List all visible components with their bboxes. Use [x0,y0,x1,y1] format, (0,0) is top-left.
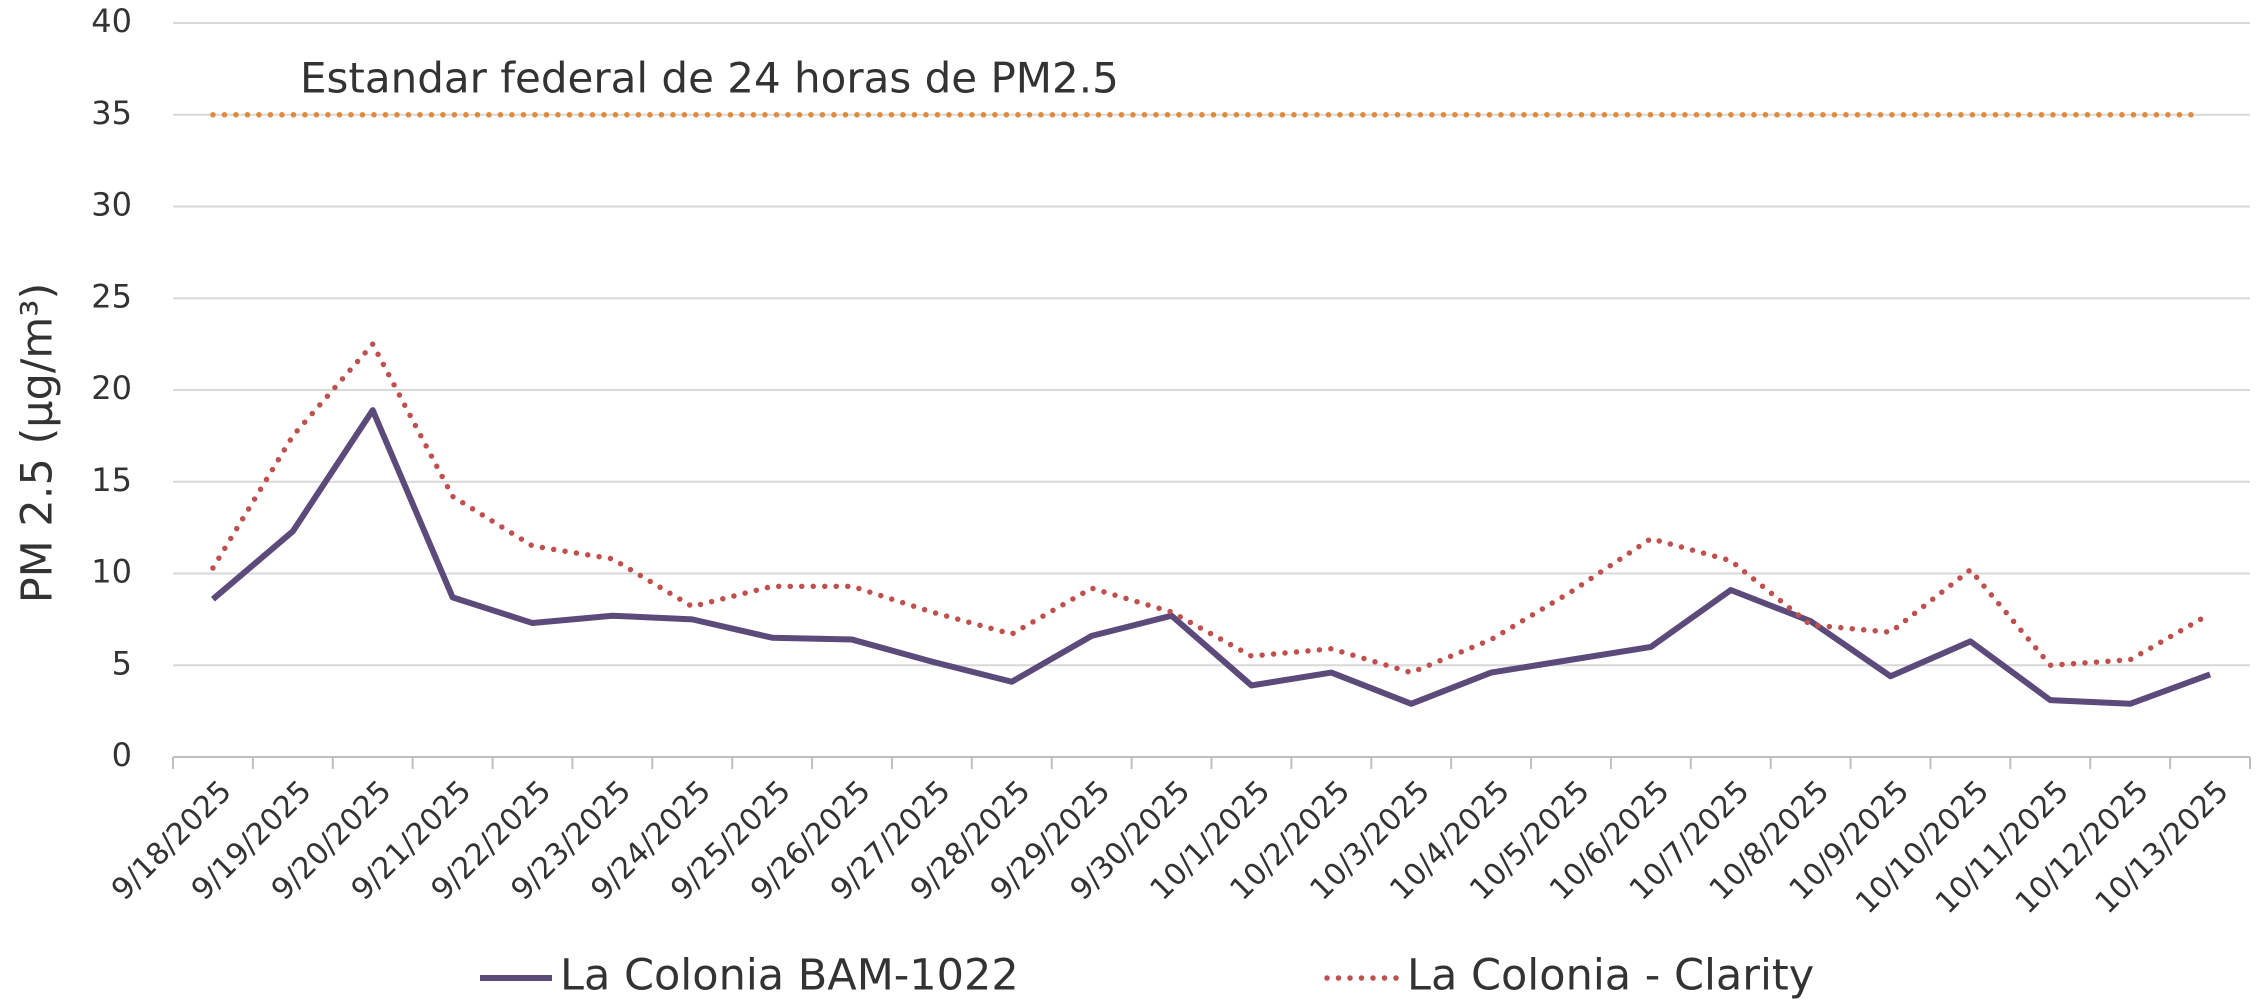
series-line [210,339,2213,676]
legend-label: La Colonia - Clarity [1407,951,1814,1001]
y-tick-label: 40 [91,2,132,40]
legend-label: La Colonia BAM-1022 [560,951,1019,1001]
y-tick-label: 10 [91,553,132,591]
y-tick-label: 30 [91,186,132,224]
y-tick-label: 5 [112,644,132,682]
y-tick-label: 20 [91,369,132,407]
y-tick-label: 0 [112,736,132,774]
reference-label: Estandar federal de 24 horas de PM2.5 [300,53,1119,102]
series-line [210,407,2212,707]
y-tick-label: 15 [91,461,132,499]
y-tick-label: 35 [91,94,132,132]
y-tick-label: 25 [91,277,132,315]
y-axis-title: PM 2.5 (µg/m³) [13,283,63,604]
